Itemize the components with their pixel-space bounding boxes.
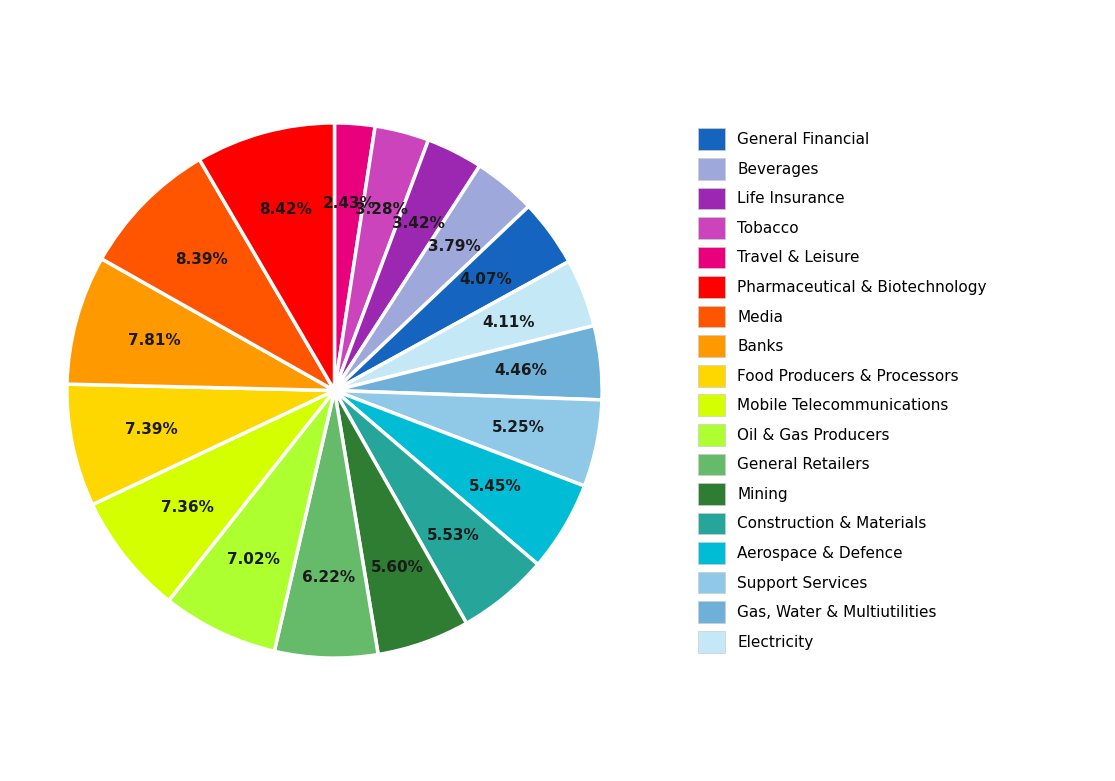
Wedge shape (334, 326, 602, 400)
Legend: General Financial, Beverages, Life Insurance, Tobacco, Travel & Leisure, Pharmac: General Financial, Beverages, Life Insur… (690, 121, 995, 660)
Text: 3.79%: 3.79% (428, 239, 481, 254)
Text: 4.07%: 4.07% (459, 273, 512, 287)
Text: 7.39%: 7.39% (125, 422, 177, 437)
Wedge shape (274, 390, 378, 658)
Text: 2.43%: 2.43% (322, 196, 376, 211)
Text: 5.45%: 5.45% (469, 479, 522, 494)
Wedge shape (200, 123, 334, 390)
Wedge shape (334, 262, 594, 390)
Text: 3.28%: 3.28% (356, 201, 408, 217)
Wedge shape (168, 390, 334, 651)
Wedge shape (334, 390, 602, 486)
Text: 8.42%: 8.42% (259, 202, 312, 217)
Text: 3.42%: 3.42% (392, 216, 445, 230)
Text: 4.46%: 4.46% (494, 363, 547, 378)
Text: 7.02%: 7.02% (227, 552, 280, 567)
Text: 4.11%: 4.11% (483, 315, 535, 330)
Text: 8.39%: 8.39% (175, 251, 227, 266)
Text: 5.60%: 5.60% (370, 560, 424, 575)
Wedge shape (334, 166, 529, 390)
Wedge shape (334, 390, 584, 565)
Text: 5.53%: 5.53% (427, 527, 481, 543)
Wedge shape (334, 206, 569, 390)
Wedge shape (101, 159, 334, 390)
Wedge shape (334, 140, 479, 390)
Wedge shape (334, 390, 466, 654)
Wedge shape (334, 390, 537, 623)
Wedge shape (67, 384, 334, 505)
Text: 6.22%: 6.22% (302, 570, 356, 585)
Wedge shape (334, 126, 428, 390)
Text: 7.81%: 7.81% (127, 333, 181, 348)
Wedge shape (67, 259, 334, 390)
Wedge shape (93, 390, 334, 601)
Wedge shape (334, 123, 376, 390)
Text: 7.36%: 7.36% (162, 500, 214, 515)
Text: 5.25%: 5.25% (492, 420, 544, 435)
